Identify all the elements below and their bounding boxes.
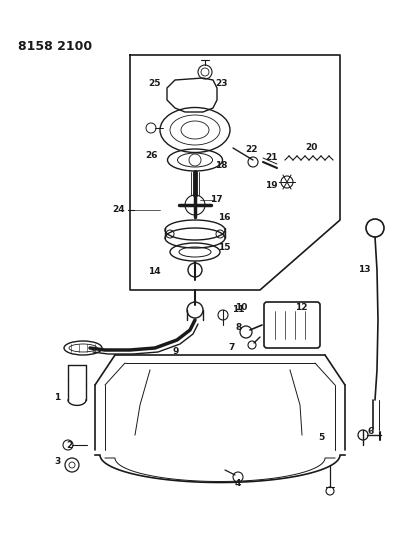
Text: 25: 25: [148, 79, 161, 88]
Text: 15: 15: [218, 244, 231, 253]
Text: 10: 10: [235, 303, 247, 312]
Text: 2: 2: [66, 440, 72, 449]
Text: 21: 21: [265, 154, 277, 163]
Text: 5: 5: [318, 433, 324, 442]
Text: 9: 9: [172, 348, 178, 357]
Text: 14: 14: [148, 268, 161, 277]
Text: 1: 1: [54, 393, 60, 402]
Text: 20: 20: [305, 143, 317, 152]
Text: 24: 24: [112, 206, 125, 214]
Text: 18: 18: [215, 160, 228, 169]
Text: 8: 8: [235, 324, 241, 333]
Text: 22: 22: [245, 146, 258, 155]
Text: 17: 17: [210, 196, 223, 205]
Text: 16: 16: [218, 214, 231, 222]
Text: 7: 7: [228, 343, 234, 351]
Text: 13: 13: [358, 265, 370, 274]
Text: 19: 19: [265, 181, 277, 190]
Text: 3: 3: [54, 457, 60, 466]
Text: 8158 2100: 8158 2100: [18, 40, 92, 53]
Text: 12: 12: [295, 303, 307, 312]
Text: 4: 4: [235, 480, 241, 489]
Text: 23: 23: [215, 79, 228, 88]
Text: 11: 11: [232, 305, 245, 314]
Text: 6: 6: [368, 427, 374, 437]
Text: 26: 26: [145, 150, 157, 159]
